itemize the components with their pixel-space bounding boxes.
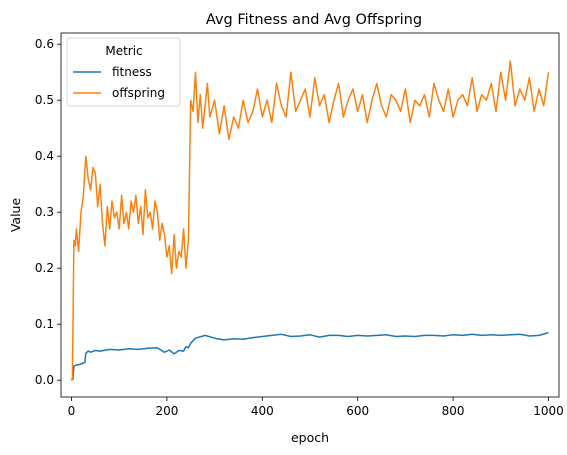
y-tick-label: 0.6	[35, 37, 54, 51]
x-tick-label: 600	[346, 404, 369, 418]
chart-title: Avg Fitness and Avg Offspring	[206, 12, 422, 28]
series-line-offspring	[70, 60, 550, 381]
y-tick-label: 0.0	[35, 373, 54, 387]
x-tick-label: 200	[155, 404, 178, 418]
y-tick-label: 0.4	[35, 149, 54, 163]
series-line-fitness	[71, 331, 549, 381]
x-tick-label: 400	[251, 404, 274, 418]
legend-label-fitness: fitness	[112, 65, 152, 79]
x-tick-label: 1000	[533, 404, 564, 418]
legend: Metric fitness offspring	[66, 37, 181, 107]
y-axis-label: Value	[8, 198, 23, 233]
legend-box	[66, 37, 181, 107]
plot-frame	[60, 32, 560, 398]
y-tick-label: 0.1	[35, 317, 54, 331]
legend-label-offspring: offspring	[112, 86, 165, 100]
legend-title: Metric	[105, 44, 142, 58]
series-layer	[70, 60, 550, 381]
x-tick-label: 800	[442, 404, 465, 418]
y-tick-label: 0.2	[35, 261, 54, 275]
x-axis-label: epoch	[291, 430, 329, 445]
x-axis: 0 200 400 600 800 1000	[68, 397, 564, 418]
y-tick-label: 0.5	[35, 93, 54, 107]
y-axis: 0.0 0.1 0.2 0.3 0.4 0.5 0.6	[35, 37, 61, 387]
y-tick-label: 0.3	[35, 205, 54, 219]
x-tick-label: 0	[68, 404, 76, 418]
plot-area	[60, 32, 560, 398]
